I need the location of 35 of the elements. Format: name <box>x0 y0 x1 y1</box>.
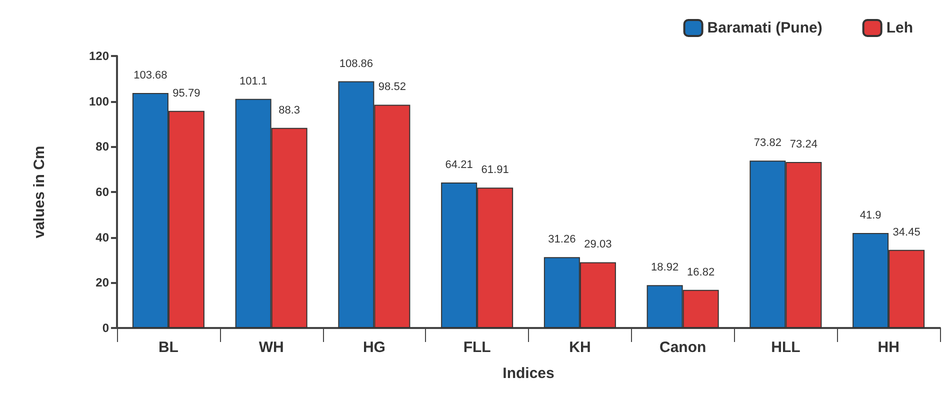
y-tick-label: 0 <box>102 321 110 335</box>
y-axis-title: values in Cm <box>31 146 48 238</box>
x-tick-label: Canon <box>659 339 706 356</box>
y-tick-label: 100 <box>88 94 110 108</box>
data-label: 64.21 <box>445 158 473 171</box>
y-tick-label: 40 <box>96 230 110 244</box>
data-label: 103.68 <box>134 69 168 82</box>
x-tick-label: BL <box>158 339 178 356</box>
legend-label: Leh <box>886 20 914 36</box>
x-tick-label: WH <box>258 339 284 356</box>
data-label: 61.91 <box>481 164 509 176</box>
data-label: 101.1 <box>240 75 268 88</box>
data-label: 73.24 <box>790 138 818 150</box>
y-tick-label: 120 <box>88 49 110 63</box>
y-tick-label: 20 <box>96 276 110 290</box>
data-label: 31.26 <box>548 234 576 246</box>
data-label: 41.9 <box>860 210 882 222</box>
data-label: 98.52 <box>378 81 406 94</box>
x-tick-label: HH <box>878 339 900 356</box>
x-tick-label: FLL <box>463 339 491 356</box>
data-label: 108.86 <box>339 58 374 70</box>
data-label: 16.82 <box>687 266 715 278</box>
legend-label: Baramati (Pune) <box>707 20 822 36</box>
data-label: 18.92 <box>651 262 679 274</box>
y-tick-label: 80 <box>96 140 110 154</box>
x-axis-title: Indices <box>502 365 554 382</box>
x-tick-label: KH <box>569 339 591 356</box>
data-label: 73.82 <box>754 137 782 150</box>
data-label: 88.3 <box>278 104 300 116</box>
x-tick-label: HLL <box>771 339 800 356</box>
y-tick-label: 60 <box>96 185 110 199</box>
x-tick-label: HG <box>362 339 386 356</box>
data-label: 29.03 <box>584 238 612 251</box>
data-label: 95.79 <box>172 87 200 100</box>
data-label: 34.45 <box>892 226 920 238</box>
